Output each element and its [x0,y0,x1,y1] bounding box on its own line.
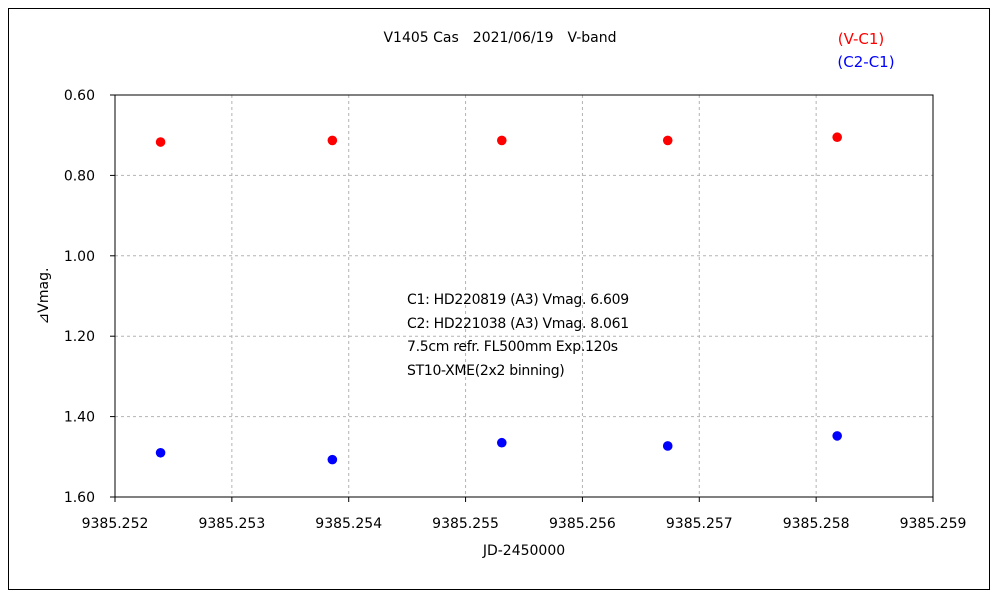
point-c2-c1 [327,454,338,465]
point-c2-c1 [662,441,673,451]
point-v-c1 [662,135,673,146]
x-tick-label: 9385.257 [666,516,733,532]
x-tick-label: 9385.253 [198,516,265,532]
annotation-telescope: 7.5cm refr. FL500mm Exp.120s [407,339,618,355]
point-c2-c1 [832,431,842,441]
y-tick-label: 0.80 [64,168,95,184]
x-tick-label: 9385.258 [783,516,850,532]
x-tick-label: 9385.255 [432,516,499,532]
y-tick-label: 1.40 [64,410,95,426]
annotation-camera: ST10-XME(2x2 binning) [407,362,565,379]
x-axis-ticks: 9385.252 9385.253 9385.254 9385.255 9385.256… [82,497,967,532]
y-tick-label: 1.20 [64,329,95,345]
point-v-c1 [832,132,842,143]
x-tick-label: 9385.254 [315,516,382,532]
y-tick-label: 1.00 [64,249,95,265]
point-v-c1 [496,135,507,146]
y-tick-label: 0.60 [64,88,95,104]
y-axis-label: ⊿Vmag. [36,268,52,325]
grid [115,95,933,497]
y-tick-label: 1.60 [64,490,95,506]
x-tick-label: 9385.259 [900,516,967,532]
x-axis-label: JD-2450000 [482,543,565,559]
legend-entry-v-c1: (V-C1) [838,30,885,48]
annotation-c1: C1: HD220819 (A3) Vmag. 6.609 [407,292,629,308]
data-points [155,132,842,465]
x-tick-label: 9385.256 [549,516,616,532]
x-tick-label: 9385.252 [82,516,149,532]
chart-title: V1405 Cas 2021/06/19 V-band [383,30,616,46]
annotation-c2: C2: HD221038 (A3) Vmag. 8.061 [407,315,629,332]
y-axis-ticks: 0.60 0.80 1.00 1.20 1.40 1.60 [64,88,115,506]
annotation-block: C1: HD220819 (A3) Vmag. 6.609 C2: HD2210… [407,289,629,383]
point-c2-c1 [496,437,507,448]
point-c2-c1 [155,447,166,458]
point-v-c1 [327,135,338,146]
legend-entry-c2-c1: (C2-C1) [837,53,894,71]
plot-area [114,94,934,498]
chart-frame [8,8,990,590]
point-v-c1 [155,137,166,147]
